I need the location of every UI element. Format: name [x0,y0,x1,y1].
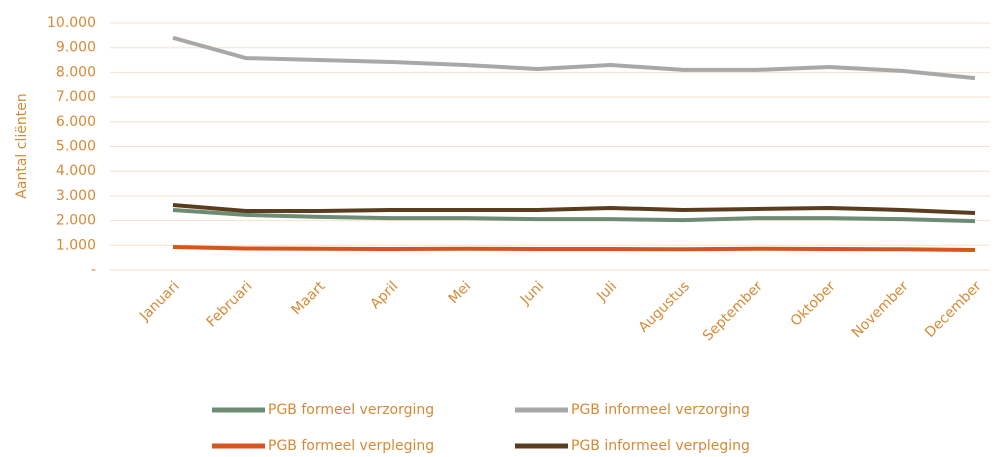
y-tick-label: - [91,262,96,278]
x-tick-label: Mei [446,278,475,307]
legend-label: PGB informeel verzorging [571,402,750,418]
legend-label: PGB formeel verpleging [268,438,434,454]
series-line [172,207,976,224]
y-tick-label: 2.000 [56,213,96,229]
x-tick-label: Juli [593,278,620,305]
series-line [172,203,976,215]
y-tick-label: 8.000 [56,64,96,80]
y-axis-label: Aantal cliënten [14,93,30,198]
x-tick-label: Augustus [636,278,693,335]
x-tick-label: Oktober [788,278,839,329]
y-tick-label: 4.000 [56,163,96,179]
y-tick-label: 9.000 [56,40,96,56]
y-tick-label: 3.000 [56,188,96,204]
x-tick-label: Maart [289,278,329,318]
x-tick-label: September [700,278,766,344]
x-tick-label: November [849,278,912,341]
legend-label: PGB formeel verzorging [268,402,434,418]
x-tick-label: Januari [136,278,182,324]
x-tick-label: December [922,278,985,341]
series-line [172,35,976,81]
legend-label: PGB informeel verpleging [571,438,750,454]
y-tick-label: 1.000 [56,237,96,253]
y-tick-label: 10.000 [47,15,96,31]
x-tick-label: Juni [517,278,547,308]
y-tick-label: 6.000 [56,114,96,130]
x-tick-label: Februari [203,278,255,330]
x-tick-label: April [367,278,401,312]
y-tick-label: 7.000 [56,89,96,105]
series-line [172,245,976,252]
y-tick-label: 5.000 [56,139,96,155]
